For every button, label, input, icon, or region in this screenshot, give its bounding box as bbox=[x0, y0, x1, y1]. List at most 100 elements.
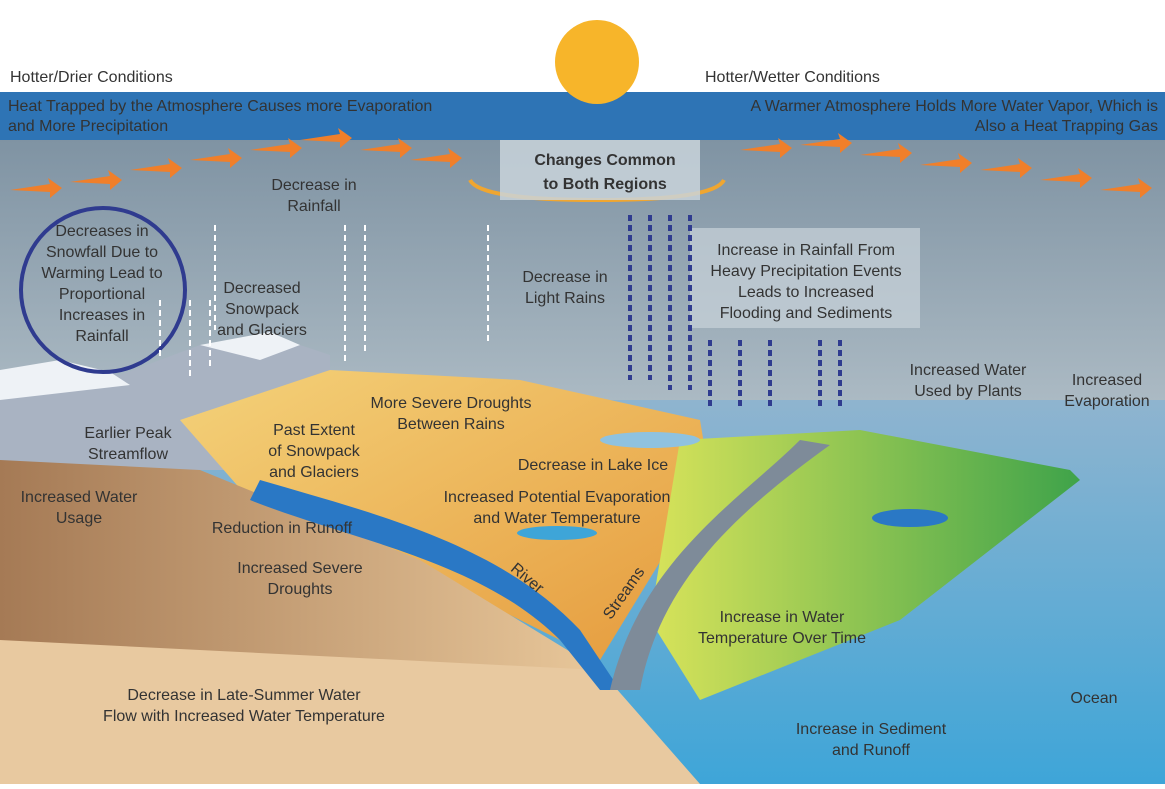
label: Decrease in Late-Summer Water Flow with I… bbox=[103, 687, 385, 725]
label-line: and Glaciers bbox=[217, 322, 307, 339]
label-line: Droughts bbox=[268, 581, 333, 598]
label-line: Decreases in bbox=[55, 223, 148, 240]
right-subtitle: A Warmer Atmosphere Holds More Water Vap… bbox=[750, 98, 1158, 115]
label-line: Snowpack bbox=[225, 301, 300, 318]
labels: Hotter/Drier Conditions Hotter/Wetter Con… bbox=[8, 69, 1158, 759]
label-line: Decrease in bbox=[271, 177, 356, 194]
label-line: Streamflow bbox=[88, 446, 168, 463]
heat-arrow bbox=[300, 128, 352, 148]
label-line: Evaporation bbox=[1064, 393, 1149, 410]
label-line: Past Extent bbox=[273, 422, 355, 439]
label-line: Flow with Increased Water Temperature bbox=[103, 708, 385, 725]
label: Increased Water Usage bbox=[21, 489, 138, 527]
label-line: More Severe Droughts bbox=[371, 395, 532, 412]
label: More Severe Droughts Between Rains bbox=[371, 395, 532, 433]
cycle-circle bbox=[19, 206, 187, 374]
label: Reduction in Runoff bbox=[212, 520, 353, 537]
heat-arrow bbox=[980, 158, 1032, 178]
label: Increase in Rainfall From Heavy Precipita… bbox=[710, 242, 901, 322]
heat-arrow bbox=[130, 158, 182, 178]
label-line: Heavy Precipitation Events bbox=[710, 263, 901, 280]
soil bbox=[0, 460, 600, 670]
heat-arrow bbox=[920, 153, 972, 173]
label-line: Increased Severe bbox=[237, 560, 363, 577]
label-line: Increase in Rainfall From bbox=[717, 242, 895, 259]
rain bbox=[10, 128, 1152, 410]
center-label: to Both Regions bbox=[543, 176, 667, 193]
right-title: Hotter/Wetter Conditions bbox=[705, 69, 880, 86]
label: Increased Evaporation bbox=[1064, 372, 1149, 410]
heat-arrow bbox=[70, 170, 122, 190]
left-subtitle: Heat Trapped by the Atmosphere Causes mo… bbox=[8, 98, 432, 115]
heat-arrow bbox=[740, 138, 792, 158]
heat-arrow bbox=[360, 138, 412, 158]
label-line: of Snowpack bbox=[268, 443, 361, 460]
label-line: Usage bbox=[56, 510, 102, 527]
heat-arrow bbox=[10, 178, 62, 198]
label-line: Earlier Peak bbox=[84, 425, 172, 442]
label: Decrease in Light Rains bbox=[522, 269, 607, 307]
ground bbox=[0, 640, 700, 784]
label: Increased Water Used by Plants bbox=[910, 362, 1027, 400]
label: Earlier Peak Streamflow bbox=[84, 425, 172, 463]
heat-arrow bbox=[250, 138, 302, 158]
label-line: and Glaciers bbox=[269, 464, 359, 481]
heat-arrow bbox=[410, 148, 462, 168]
label-line: Increases in bbox=[59, 307, 145, 324]
label: Increase in Sediment and Runoff bbox=[796, 721, 947, 759]
heat-arrow bbox=[190, 148, 242, 168]
label-box bbox=[690, 228, 920, 328]
heat-arrow bbox=[860, 143, 912, 163]
label-line: Temperature Over Time bbox=[698, 630, 866, 647]
label: Increased Severe Droughts bbox=[237, 560, 363, 598]
label-line: Snowfall Due to bbox=[46, 244, 158, 261]
sun bbox=[555, 20, 639, 104]
lake bbox=[872, 509, 948, 527]
right-subtitle: Also a Heat Trapping Gas bbox=[975, 118, 1158, 135]
label-line: Increased Water bbox=[910, 362, 1027, 379]
label-line: Reduction in Runoff bbox=[212, 520, 353, 537]
label-line: Ocean bbox=[1070, 690, 1117, 707]
label: Decreased Snowpack and Glaciers bbox=[217, 280, 307, 339]
desert bbox=[180, 370, 710, 660]
label-line: Leads to Increased bbox=[738, 284, 874, 301]
center-label: Changes Common bbox=[534, 152, 675, 169]
snow bbox=[200, 332, 300, 360]
label: Decreases in Snowfall Due to Warming Lead … bbox=[41, 223, 162, 345]
label-line: and Runoff bbox=[832, 742, 911, 759]
river bbox=[250, 480, 620, 690]
label: Ocean bbox=[1070, 690, 1117, 707]
label-line: Increase in Water bbox=[720, 609, 845, 626]
label-line: Used by Plants bbox=[914, 383, 1022, 400]
label: Increase in Water Temperature Over Time bbox=[698, 609, 866, 647]
label-line: and Water Temperature bbox=[473, 510, 640, 527]
label-line: Between Rains bbox=[397, 416, 505, 433]
heat-arrow bbox=[1100, 178, 1152, 198]
lake bbox=[600, 432, 700, 448]
heat-arrow bbox=[800, 133, 852, 153]
label-line: Rainfall bbox=[75, 328, 128, 345]
label-line: Flooding and Sediments bbox=[720, 305, 893, 322]
left-title: Hotter/Drier Conditions bbox=[10, 69, 173, 86]
label-line: Light Rains bbox=[525, 290, 605, 307]
streams bbox=[610, 440, 830, 690]
label: Decrease in Lake Ice bbox=[518, 457, 668, 474]
label-line: Decrease in Lake Ice bbox=[518, 457, 668, 474]
label-line: Increased bbox=[1072, 372, 1142, 389]
label-line: Increase in Sediment bbox=[796, 721, 947, 738]
label-line: Decreased bbox=[223, 280, 300, 297]
label: Increased Potential Evaporation and Water… bbox=[444, 489, 671, 527]
label: Decrease in Rainfall bbox=[271, 177, 356, 215]
label-line: Proportional bbox=[59, 286, 145, 303]
label-line: Decrease in bbox=[522, 269, 607, 286]
label-line: Increased Potential Evaporation bbox=[444, 489, 671, 506]
label-line: Rainfall bbox=[287, 198, 340, 215]
lake bbox=[517, 526, 597, 540]
left-subtitle: and More Precipitation bbox=[8, 118, 168, 135]
label-line: Warming Lead to bbox=[41, 265, 162, 282]
label-line: Decrease in Late-Summer Water bbox=[127, 687, 361, 704]
label-line: Increased Water bbox=[21, 489, 138, 506]
heat-arrow bbox=[1040, 168, 1092, 188]
